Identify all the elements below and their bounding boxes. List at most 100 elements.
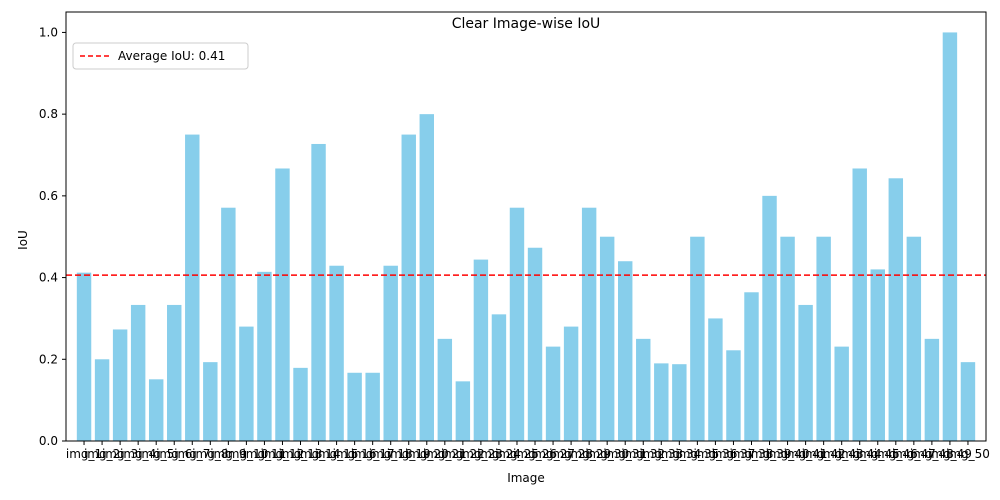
x-tick-label: img_50 — [946, 447, 990, 461]
x-tick-label: img_25 — [495, 447, 539, 461]
bar-img_22 — [455, 381, 471, 441]
x-tick-label: img_19 — [387, 447, 431, 461]
bar-img_35 — [690, 236, 705, 441]
x-tick-label: img_23 — [459, 447, 503, 461]
bar-img_46 — [888, 178, 904, 441]
x-axis-ticks: img_1img_2img_3img_4img_5img_6img_7img_8… — [66, 441, 990, 461]
x-tick-label: img_17 — [351, 447, 395, 461]
bar-img_47 — [906, 236, 922, 441]
bar-img_40 — [780, 236, 795, 441]
bar-img_31 — [618, 261, 633, 441]
bar-img_36 — [708, 318, 723, 441]
x-tick-label: img_49 — [928, 447, 972, 461]
bar-img_14 — [311, 143, 326, 441]
bar-img_44 — [852, 168, 867, 442]
bars — [76, 32, 976, 442]
x-tick-label: img_45 — [856, 447, 900, 461]
bar-img_21 — [437, 338, 453, 441]
bar-img_16 — [347, 372, 362, 441]
x-tick-label: img_35 — [675, 447, 719, 461]
bar-img_29 — [581, 207, 597, 441]
bar-img_45 — [870, 269, 885, 441]
bar-img_49 — [942, 32, 958, 442]
bar-img_32 — [636, 338, 651, 441]
x-tick-label: img_36 — [693, 447, 737, 461]
bar-img_1 — [76, 272, 92, 441]
bar-img_26 — [527, 247, 543, 441]
x-tick-label: img_12 — [261, 447, 305, 461]
y-tick-label: 0.2 — [39, 352, 58, 366]
bar-img_34 — [672, 364, 687, 441]
bar-img_6 — [167, 304, 182, 441]
bar-img_25 — [509, 207, 525, 441]
x-tick-label: img_44 — [838, 447, 882, 461]
x-tick-label: img_2 — [84, 447, 120, 461]
bar-img_48 — [924, 338, 940, 441]
x-tick-label: img_34 — [657, 447, 701, 461]
bar-img_7 — [185, 134, 200, 442]
bar-img_15 — [329, 265, 344, 441]
bar-img_38 — [744, 292, 759, 441]
x-tick-label: img_21 — [423, 447, 467, 461]
bar-img_5 — [148, 379, 164, 441]
y-axis-ticks: 0.0 0.2 0.4 0.6 0.8 1.0 — [39, 25, 66, 448]
x-tick-label: img_42 — [802, 447, 846, 461]
x-tick-label: img_10 — [224, 447, 268, 461]
legend-box — [72, 42, 249, 70]
x-tick-label: img_33 — [639, 447, 683, 461]
bar-img_9 — [221, 207, 236, 441]
bar-img_18 — [383, 265, 398, 441]
bar-img_10 — [239, 326, 254, 441]
x-tick-label: img_31 — [603, 447, 647, 461]
x-tick-label: img_6 — [156, 447, 192, 461]
x-tick-label: img_47 — [892, 447, 936, 461]
bar-img_43 — [834, 346, 849, 441]
x-tick-label: img_32 — [621, 447, 665, 461]
x-tick-label: img_11 — [242, 447, 286, 461]
x-tick-label: img_37 — [711, 447, 755, 461]
y-tick-label: 0.0 — [39, 434, 58, 448]
bar-img_8 — [203, 362, 218, 441]
x-tick-label: img_20 — [405, 447, 449, 461]
x-tick-label: img_40 — [766, 447, 810, 461]
bar-img_13 — [293, 367, 308, 441]
y-axis-label: IoU — [16, 230, 30, 250]
bar-img_2 — [94, 359, 110, 441]
x-tick-label: img_30 — [585, 447, 629, 461]
x-tick-label: img_46 — [874, 447, 918, 461]
y-tick-label: 0.8 — [39, 107, 58, 121]
y-tick-label: 1.0 — [39, 25, 58, 39]
bar-img_39 — [762, 195, 777, 441]
bar-img_12 — [275, 168, 290, 442]
x-tick-label: img_14 — [297, 447, 341, 461]
x-tick-label: img_3 — [102, 447, 138, 461]
bar-img_27 — [545, 346, 561, 441]
x-tick-label: img_38 — [730, 447, 774, 461]
x-tick-label: img_1 — [66, 447, 102, 461]
x-tick-label: img_9 — [210, 447, 246, 461]
x-tick-label: img_16 — [333, 447, 377, 461]
plot-frame — [65, 11, 987, 442]
x-tick-label: img_22 — [441, 447, 485, 461]
x-tick-label: img_29 — [567, 447, 611, 461]
x-tick-label: img_18 — [369, 447, 413, 461]
y-tick-label: 0.6 — [39, 189, 58, 203]
y-tick-label: 0.4 — [39, 271, 58, 285]
x-tick-label: img_39 — [748, 447, 792, 461]
x-tick-label: img_24 — [477, 447, 521, 461]
x-tick-label: img_13 — [279, 447, 323, 461]
bar-img_11 — [257, 271, 272, 441]
bar-img_24 — [491, 314, 507, 441]
x-tick-label: img_26 — [513, 447, 557, 461]
x-tick-label: img_27 — [531, 447, 575, 461]
bar-img_4 — [130, 304, 146, 441]
x-tick-label: img_5 — [138, 447, 174, 461]
bar-img_23 — [473, 259, 489, 441]
bar-img_37 — [726, 350, 741, 441]
bar-img_42 — [816, 236, 831, 441]
x-tick-label: img_43 — [820, 447, 864, 461]
x-tick-label: img_41 — [784, 447, 828, 461]
legend-label: Average IoU: 0.41 — [118, 49, 225, 63]
chart-title: Clear Image-wise IoU — [452, 16, 601, 32]
bar-img_19 — [401, 134, 416, 442]
